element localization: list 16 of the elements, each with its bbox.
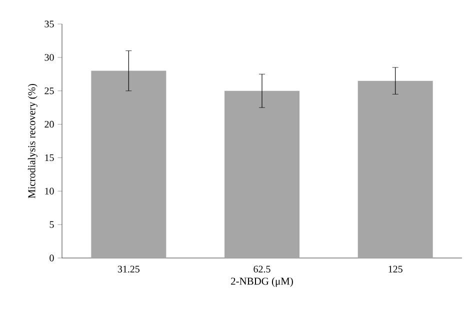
bar [358, 80, 433, 258]
y-axis-title: Microdialysis recovery (%) [28, 84, 38, 198]
x-tick-label: 125 [388, 266, 402, 272]
y-tick-label: 35 [44, 20, 54, 28]
x-tick-label: 62.5 [254, 266, 270, 273]
y-tick-label: 5 [50, 221, 54, 228]
y-tick-label: 0 [50, 254, 54, 262]
y-tick-label: 25 [44, 88, 54, 94]
bar [224, 90, 300, 258]
y-tick-label: 30 [44, 54, 54, 61]
x-tick-label: 31.25 [118, 266, 140, 273]
bar [91, 70, 166, 258]
y-tick-label: 10 [45, 188, 54, 194]
y-tick-label: 15 [45, 154, 54, 162]
x-axis-title: 2-NBDG (μM) [231, 277, 293, 287]
y-tick-label: 20 [44, 120, 54, 128]
